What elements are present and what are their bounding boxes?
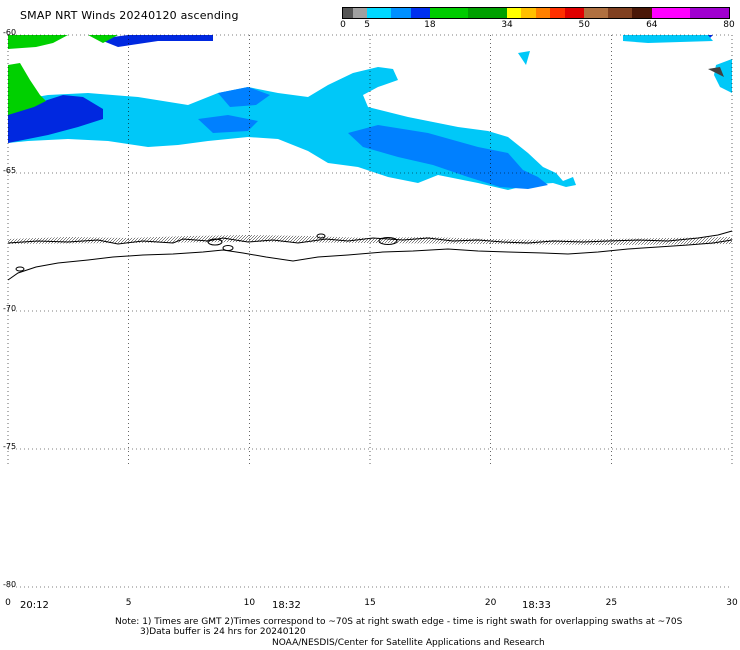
colorbar-segment bbox=[367, 8, 392, 18]
latitude-label: -80 bbox=[3, 580, 17, 589]
colorbar-segment bbox=[391, 8, 411, 18]
colorbar-tick-label: 0 bbox=[340, 20, 346, 30]
map-title: SMAP NRT Winds 20240120 ascending bbox=[20, 9, 239, 22]
longitude-label: 10 bbox=[243, 598, 256, 608]
colorbar-tick-label: 18 bbox=[424, 20, 436, 30]
colorbar-segment bbox=[651, 8, 691, 18]
longitude-label: 25 bbox=[605, 598, 618, 608]
island-2 bbox=[207, 238, 223, 246]
time-label-1: 20:12 bbox=[20, 600, 49, 611]
colorbar-segment bbox=[429, 8, 469, 18]
colorbar-tick-label: 80 bbox=[723, 20, 735, 30]
colorbar-segment bbox=[410, 8, 430, 18]
colorbar-segment bbox=[564, 8, 585, 18]
latitude-label: -65 bbox=[3, 166, 17, 175]
coastline-outer bbox=[7, 230, 733, 245]
wind-swath-mid-blue bbox=[198, 87, 548, 189]
longitude-label: 20 bbox=[484, 598, 497, 608]
colorbar-segment bbox=[535, 8, 551, 18]
wind-speed-colorbar bbox=[342, 7, 730, 19]
lat-lon-grid bbox=[7, 34, 733, 588]
island-3 bbox=[222, 245, 234, 251]
island-1 bbox=[378, 237, 398, 245]
longitude-label: 0 bbox=[5, 598, 11, 608]
island-4 bbox=[15, 266, 25, 272]
colorbar-segment bbox=[690, 8, 729, 18]
latitude-label: -75 bbox=[3, 442, 17, 451]
coastline-inner bbox=[7, 239, 733, 281]
latitude-label: -60 bbox=[3, 28, 17, 37]
colorbar-segment bbox=[352, 8, 368, 18]
colorbar-segment bbox=[550, 8, 565, 18]
wind-swath-light-blue-right bbox=[518, 35, 732, 93]
colorbar-segment bbox=[632, 8, 652, 18]
wind-swath-layer bbox=[8, 35, 732, 190]
colorbar-tick-label: 64 bbox=[646, 20, 658, 30]
colorbar-segment bbox=[507, 8, 522, 18]
colorbar-segment bbox=[584, 8, 609, 18]
wind-map bbox=[7, 34, 733, 588]
latitude-label: -70 bbox=[3, 304, 17, 313]
island-5 bbox=[316, 233, 326, 239]
colorbar-segment bbox=[468, 8, 508, 18]
wind-swath-dark-patch bbox=[708, 67, 724, 77]
longitude-label: 30 bbox=[726, 598, 738, 608]
longitude-label: 15 bbox=[364, 598, 376, 608]
time-label-2: 18:32 bbox=[272, 600, 301, 611]
time-label-3: 18:33 bbox=[522, 600, 551, 611]
colorbar-tick-label: 5 bbox=[364, 20, 370, 30]
note-line-2: 3)Data buffer is 24 hrs for 20240120 bbox=[140, 627, 306, 637]
colorbar-segment bbox=[521, 8, 536, 18]
credit-line: NOAA/NESDIS/Center for Satellite Applica… bbox=[272, 638, 545, 648]
colorbar-tick-label: 50 bbox=[578, 20, 590, 30]
colorbar-tick-label: 34 bbox=[501, 20, 513, 30]
longitude-label: 5 bbox=[125, 598, 132, 608]
wind-swath-green bbox=[8, 35, 118, 115]
colorbar-segment bbox=[608, 8, 633, 18]
note-line-1: Note: 1) Times are GMT 2)Times correspon… bbox=[115, 617, 683, 627]
colorbar-segment bbox=[343, 8, 353, 18]
